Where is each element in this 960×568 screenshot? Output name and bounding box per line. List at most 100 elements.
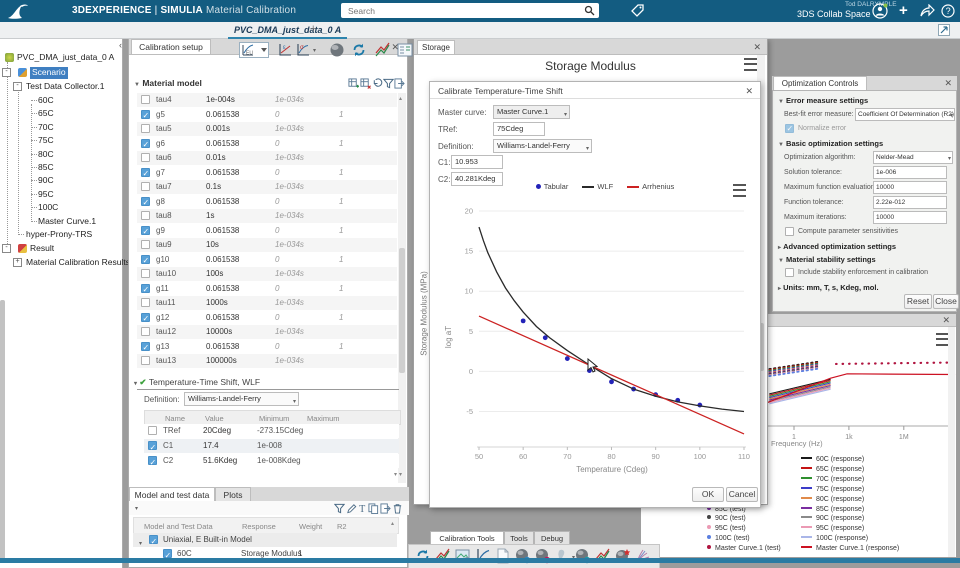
units-section[interactable]: ▸ Units: mm, T, s, Kdeg, mol. <box>778 283 879 292</box>
table-row[interactable]: tau10 100s 1e-034s <box>137 267 397 281</box>
param-min[interactable]: 1e-034s <box>275 327 304 336</box>
tree-item-90c[interactable]: 90C <box>38 175 54 186</box>
param-min[interactable]: 1e-034s <box>275 153 304 162</box>
restore-window-icon[interactable] <box>938 24 950 36</box>
close-panel-icon[interactable]: ✕ <box>944 78 952 88</box>
legend-item[interactable]: Tabular <box>535 182 568 191</box>
tree-item-75c[interactable]: 75C <box>38 135 54 146</box>
row-checkbox[interactable] <box>149 535 158 549</box>
model-plot-icon-icon[interactable]: σ <box>295 42 311 58</box>
row-checkbox[interactable] <box>141 341 150 355</box>
tab-plots[interactable]: Plots <box>215 487 251 501</box>
search-box[interactable] <box>341 3 599 18</box>
row-checkbox[interactable] <box>141 167 150 181</box>
param-value[interactable]: 10s <box>206 240 219 249</box>
tree-item-result[interactable]: Result <box>30 243 55 253</box>
param-value[interactable]: 0.061538 <box>206 167 240 177</box>
table-row[interactable]: g13 0.061538 0 1 <box>137 339 397 355</box>
param-min[interactable]: 0 <box>275 312 280 322</box>
param-value[interactable]: 10000s <box>206 327 233 336</box>
update-icon-icon[interactable] <box>351 42 367 58</box>
param-value[interactable]: 1e-004s <box>206 95 235 104</box>
param-max[interactable]: 1 <box>339 254 344 264</box>
param-max[interactable]: 1 <box>339 283 344 293</box>
table-row[interactable]: tau11 1000s 1e-034s <box>137 296 397 310</box>
param-min[interactable]: 1e-034s <box>275 95 304 104</box>
chart-menu-icon[interactable] <box>936 333 949 346</box>
param-min[interactable]: 0 <box>275 254 280 264</box>
export-icon[interactable] <box>380 503 391 514</box>
material-stability-section[interactable]: ▼ Material stability settings <box>778 255 876 264</box>
close-panel-icon[interactable]: ✕ <box>391 42 399 52</box>
chart-menu-icon[interactable] <box>733 184 746 197</box>
reset-button[interactable]: Reset <box>904 294 932 309</box>
param-value[interactable]: 0.061538 <box>206 109 240 119</box>
param-value[interactable]: 0.061538 <box>206 312 240 322</box>
pencil-icon[interactable] <box>346 503 357 514</box>
table-row[interactable]: C2 51.6Kdeg 1e-008Kdeg <box>144 454 399 470</box>
legend-item[interactable]: 85C (response) <box>801 505 864 514</box>
text-icon[interactable]: T <box>357 503 368 514</box>
param-value[interactable]: 100s <box>206 269 224 278</box>
share-icon[interactable] <box>920 4 935 17</box>
c2-input[interactable]: 40.281Kdeg <box>451 172 503 186</box>
add-content-button[interactable]: + <box>899 2 908 19</box>
param-value[interactable]: 0.1s <box>206 182 222 191</box>
tree-expander-icon[interactable]: - <box>2 244 11 253</box>
table-row[interactable]: g12 0.061538 0 1 <box>137 310 397 326</box>
tree-item-65c[interactable]: 65C <box>38 108 54 119</box>
solution-tolerance-input[interactable]: 1e-006 <box>873 166 947 179</box>
legend-item[interactable]: 80C (response) <box>801 495 864 504</box>
legend-item[interactable]: Master Curve.1 (test) <box>707 544 781 553</box>
legend-item[interactable]: WLF <box>582 182 613 191</box>
table-row[interactable]: tau13 100000s 1e-034s <box>137 354 397 368</box>
param-max[interactable]: 1 <box>339 196 344 206</box>
close-window-icon[interactable]: ✕ <box>942 315 950 325</box>
tree-expander-icon[interactable]: - <box>2 68 11 77</box>
row-weight[interactable]: 1 <box>298 549 303 558</box>
user-avatar[interactable] <box>872 3 888 19</box>
stability-checkbox[interactable] <box>785 268 794 277</box>
max-iterations-input[interactable]: 10000 <box>873 211 947 224</box>
window-menu-icon[interactable] <box>744 58 757 71</box>
add-row-icon[interactable] <box>348 78 359 89</box>
row-checkbox[interactable] <box>141 298 150 307</box>
row-checkbox[interactable] <box>141 182 150 191</box>
tag-icon[interactable] <box>630 3 646 19</box>
table-row[interactable]: g6 0.061538 0 1 <box>137 136 397 152</box>
param-value[interactable]: 0.001s <box>206 124 231 133</box>
definition-dropdown[interactable]: Williams-Landel-Ferry ▾ <box>184 392 299 406</box>
legend-item[interactable]: 70C (response) <box>801 475 864 484</box>
tab-storage[interactable]: Storage <box>417 40 455 54</box>
advanced-optimization-section[interactable]: ▸ Advanced optimization settings <box>778 242 897 251</box>
tree-item-60c[interactable]: 60C <box>38 95 54 105</box>
tree-item-70c[interactable]: 70C <box>38 121 54 132</box>
table-row[interactable]: g8 0.061538 0 1 <box>137 194 397 210</box>
tref-input[interactable]: 75Cdeg <box>493 122 545 136</box>
row-checkbox[interactable] <box>141 240 150 249</box>
search-input[interactable] <box>346 4 575 18</box>
tab-optimization-controls[interactable]: Optimization Controls <box>773 76 867 90</box>
tree-item-95c[interactable]: 95C <box>38 188 54 199</box>
param-min[interactable]: 1e-034s <box>275 124 304 133</box>
normalize-error-checkbox[interactable] <box>785 124 794 133</box>
material-icon-icon[interactable] <box>329 42 345 58</box>
param-value[interactable]: 100000s <box>206 356 237 365</box>
table-row[interactable]: tau4 1e-004s 1e-034s <box>137 93 397 107</box>
error-measure-section[interactable]: ▼ Error measure settings <box>778 96 869 105</box>
charts-icon-icon[interactable] <box>375 42 391 58</box>
table-row[interactable]: g11 0.061538 0 1 <box>137 281 397 297</box>
remove-row-icon[interactable] <box>360 78 371 89</box>
param-value[interactable]: 1s <box>206 211 215 220</box>
param-min[interactable]: 1e-008Kdeg <box>257 456 301 465</box>
tree-item-test-data-collector-1[interactable]: Test Data Collector.1 <box>26 81 105 91</box>
table-row[interactable]: g7 0.061538 0 1 <box>137 165 397 181</box>
document-tab[interactable]: PVC_DMA_just_data_0 A <box>228 23 348 39</box>
legend-item[interactable]: 100C (response) <box>801 534 868 543</box>
table-row[interactable]: tau8 1s 1e-034s <box>137 209 397 223</box>
tab-calibration-setup[interactable]: Calibration setup <box>131 39 211 54</box>
max-evaluations-input[interactable]: 10000 <box>873 181 947 194</box>
table-row[interactable]: TRef 20Cdeg -273.15Cdeg <box>144 424 399 438</box>
row-checkbox[interactable] <box>141 283 150 297</box>
search-icon[interactable] <box>584 5 595 16</box>
